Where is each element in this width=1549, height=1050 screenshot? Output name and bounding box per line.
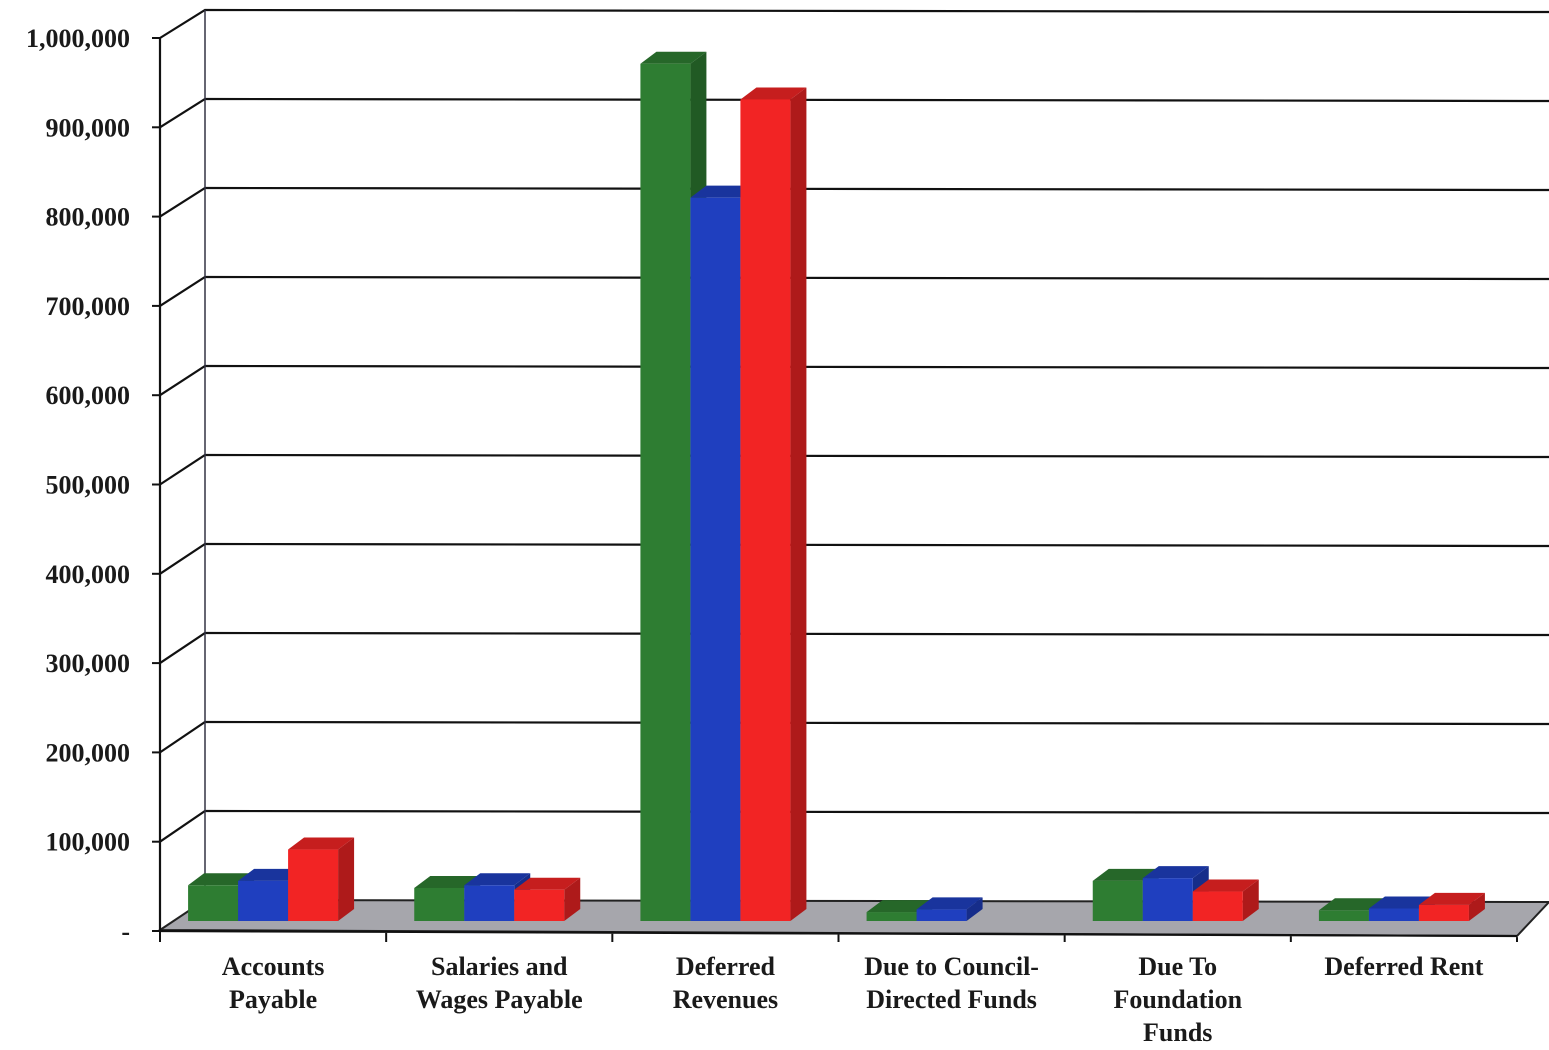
gridline <box>159 186 1549 218</box>
bar-front <box>514 889 565 921</box>
gridlines <box>159 8 1549 843</box>
bar-top <box>514 877 581 890</box>
bar-front <box>1142 878 1193 921</box>
bar-top <box>1318 898 1385 911</box>
gridline <box>159 275 1549 307</box>
bar-top <box>640 51 707 64</box>
bar-top <box>1418 892 1485 905</box>
bar-top <box>238 868 305 881</box>
bar-top <box>1142 866 1209 879</box>
bar-side <box>1468 892 1485 921</box>
bar-front <box>1418 904 1469 921</box>
x-tick-label: Accounts Payable <box>222 952 325 1014</box>
bars <box>188 51 1485 922</box>
y-tick-label: 100,000 <box>46 828 131 857</box>
bar-front <box>1368 908 1419 921</box>
y-tick-label: 500,000 <box>46 471 131 500</box>
bar-front <box>1092 880 1143 921</box>
bar-front <box>464 885 515 921</box>
bar <box>916 897 983 921</box>
bar-front <box>690 197 741 922</box>
gridline <box>159 631 1549 665</box>
y-tick-label: 200,000 <box>46 738 131 767</box>
gridline <box>159 542 1549 575</box>
bar-top <box>414 875 481 888</box>
y-tick-label: 300,000 <box>46 649 131 678</box>
bar-side <box>1242 879 1259 921</box>
bar-front <box>866 912 917 921</box>
x-axis-ticks: Accounts Payable Salaries and Wages Payable… <box>159 932 1518 1047</box>
y-tick-label: 800,000 <box>46 203 131 232</box>
axes <box>158 10 1518 938</box>
bar-top <box>188 873 255 886</box>
y-tick-label: 900,000 <box>46 113 131 142</box>
x-tick-label: Deferred Rent <box>1324 952 1483 981</box>
y-tick-label: - <box>121 917 130 946</box>
x-tick-label: Salaries and Wages Payable <box>416 952 583 1014</box>
bar-side <box>966 897 983 921</box>
bar-front <box>740 99 791 921</box>
bar-front <box>640 63 691 922</box>
y-tick-label: 700,000 <box>46 292 131 321</box>
y-tick-label: 1,000,000 <box>26 24 130 53</box>
y-tick-label: 400,000 <box>46 560 131 589</box>
bar-top <box>866 900 933 913</box>
bar-top <box>740 87 807 100</box>
bar-top <box>1368 896 1435 909</box>
gridline <box>159 809 1549 843</box>
bar-front <box>288 849 339 921</box>
gridline <box>159 97 1549 129</box>
bar-front <box>414 887 465 921</box>
bar-top <box>1192 879 1259 892</box>
bar-front <box>238 880 289 921</box>
bar-top <box>288 837 355 850</box>
bar <box>288 837 355 921</box>
bar-front <box>916 909 967 921</box>
x-tick-label: Due to Council-Directed Funds <box>864 952 1039 1014</box>
bar-side <box>564 877 581 921</box>
bar-side <box>790 87 807 921</box>
gridline <box>159 720 1549 754</box>
bar-front <box>188 885 239 921</box>
x-axis-line <box>159 929 1518 938</box>
bar <box>1418 892 1485 921</box>
bar <box>1192 879 1259 921</box>
bar-top <box>1092 868 1159 881</box>
bar-side <box>338 837 355 921</box>
gridline <box>159 364 1549 397</box>
gridline <box>159 8 1549 39</box>
x-tick-label: Deferred Revenues <box>673 952 778 1014</box>
bar-top <box>916 897 983 910</box>
x-tick-label: Due To Foundation Funds <box>1113 952 1242 1047</box>
gridline <box>159 453 1549 486</box>
bar-top <box>464 873 531 886</box>
y-tick-label: 600,000 <box>46 381 131 410</box>
bar-top <box>690 185 757 198</box>
bar-front <box>1318 910 1369 921</box>
y-axis-ticks: - 100,000 200,000 300,000 400,000 500,000 600,… <box>26 24 160 946</box>
bar <box>514 877 581 921</box>
bar-front <box>1192 891 1243 921</box>
bar <box>740 87 807 921</box>
